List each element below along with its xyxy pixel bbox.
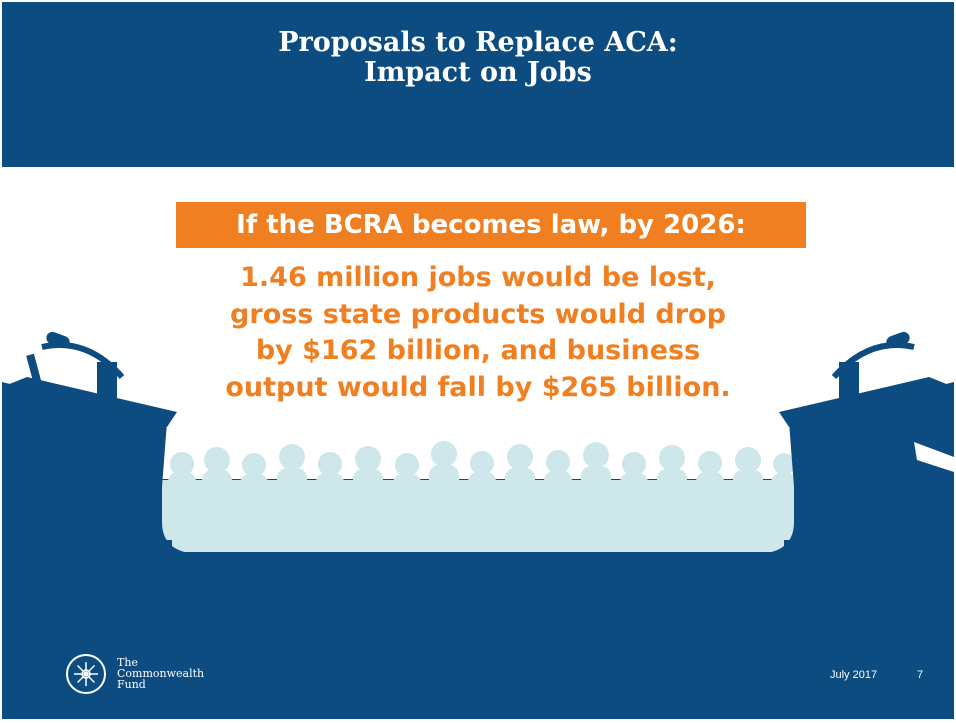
callout-banner: If the BCRA becomes law, by 2026:: [176, 202, 806, 248]
left-microphone-icon: [41, 331, 125, 398]
logo-line-2: Commonwealth: [117, 667, 205, 680]
body-text: 1.46 million jobs would be lost, gross s…: [2, 260, 954, 406]
body-line-4: output would fall by $265 billion.: [225, 371, 731, 403]
body-line-3: by $162 billion, and business: [255, 335, 701, 366]
commonwealth-fund-logo-icon: [66, 654, 106, 694]
title-line-1: Proposals to Replace ACA:: [278, 27, 678, 58]
crowd-illustration: [162, 441, 797, 552]
right-microphone-icon: [831, 331, 954, 472]
right-podium: [779, 377, 954, 487]
logo-wordmark: The Commonwealth Fund: [117, 657, 204, 690]
logo-line-1: The: [117, 656, 138, 669]
left-podium: [2, 353, 177, 487]
slide-title: Proposals to Replace ACA: Impact on Jobs: [2, 28, 954, 88]
body-line-1: 1.46 million jobs would be lost,: [240, 262, 716, 293]
page-number: 7: [917, 669, 924, 681]
footer-date: July 2017: [830, 669, 878, 681]
body-line-2: gross state products would drop: [230, 298, 726, 330]
logo-line-3: Fund: [117, 678, 146, 691]
title-line-2: Impact on Jobs: [364, 57, 592, 88]
